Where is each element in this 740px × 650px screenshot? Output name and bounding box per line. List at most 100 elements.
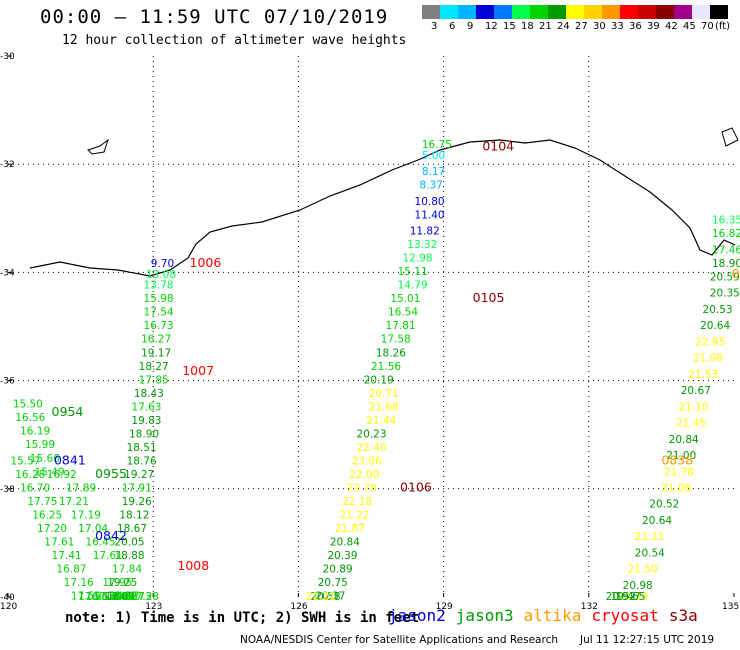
wave-height-value: 11.82 [410,226,440,238]
wave-height-value: 19.83 [131,415,161,427]
colorbar-swatch: 27 [566,5,588,32]
wave-height-value: 20.67 [681,385,711,397]
wave-height-value: 18.90 [712,258,740,270]
wave-height-value: 17.63 [131,401,161,413]
lat-tick-label: -32 [0,160,15,170]
island-east [721,127,739,147]
wave-height-value: 18.51 [127,442,157,454]
wave-height-value: 17.85 [139,374,169,386]
wave-height-value: 20.23 [356,428,386,440]
wave-height-value: 20.89 [323,564,353,576]
pass-time-label: 0105 [473,290,505,305]
wave-height-value: 22.40 [356,442,386,454]
wave-height-value: 19.26 [122,496,152,508]
wave-height-value: 21.53 [688,369,718,381]
wave-height-value: 18.76 [127,455,157,467]
colorbar-swatch: 42 [656,5,678,32]
wave-height-value: 16.56 [15,412,45,424]
wave-height-value: 18.43 [134,388,164,400]
colorbar-legend: 3 6 9 12 15 18 21 24 27 30 33 36 39 42 45 70 [422,5,728,32]
lat-tick-label: -38 [0,485,15,495]
wave-height-value: 13.08 [146,269,176,281]
wave-height-value: 20.64 [642,515,672,527]
legend-cryosat: cryosat [591,606,659,625]
pass-time-label: 0954 [52,404,84,419]
wave-height-value: 13.32 [407,239,437,251]
lon-tick-label: 126 [290,602,307,612]
pass-time-label: 0838 [661,452,693,467]
colorbar-swatch: 9 [458,5,476,32]
wave-height-value: 20.64 [700,320,730,332]
colorbar-swatch: 30 [584,5,606,32]
wave-height-value: 19.65 [615,591,645,603]
lat-tick-label: -34 [0,268,15,278]
wave-height-value: 20.35 [710,288,740,300]
wave-height-value: 15.66 [30,453,60,465]
wave-height-value: 21.08 [661,483,691,495]
footer-note: note: 1) Time is in UTC; 2) SWH is in fe… [65,610,420,626]
map-title: 00:00 — 11:59 UTC 07/10/2019 [40,6,389,28]
wave-height-value: 14.79 [398,280,428,292]
wave-height-value: 20.19 [364,374,394,386]
colorbar-label: 36 [629,21,642,32]
wave-height-value: 16.27 [114,591,144,603]
legend-s3a: s3a [668,606,698,625]
colorbar-swatch: 3 [422,5,440,32]
wave-height-value: 20.84 [330,537,360,549]
colorbar-swatch: 39 [638,5,660,32]
wave-height-value: 17.04 [78,523,108,535]
wave-height-value: 16.70 [20,483,50,495]
wave-height-value: 20.75 [318,577,348,589]
lat-tick-label: -36 [0,377,15,387]
wave-height-value: 20.53 [703,304,733,316]
wave-height-value: 21.10 [678,401,708,413]
wave-height-value: 20.37 [315,591,345,603]
generation-timestamp: Jul 11 12:27:15 UTC 2019 [580,634,715,646]
wave-height-value: 18.90 [129,428,159,440]
pass-time-label: 0104 [482,139,514,154]
colorbar-label: 18 [521,21,534,32]
wave-height-value: 16.73 [144,320,174,332]
lat-tick-label: -40 [0,593,15,603]
wave-height-value: 15.50 [13,399,43,411]
legend-jason3: jason3 [455,606,514,625]
wave-height-value: 16.54 [388,307,418,319]
wave-height-value: 21.00 [666,450,696,462]
colorbar-swatch: 15 [494,5,516,32]
wave-height-value: 21.45 [676,418,706,430]
wave-height-value: 17.61 [44,537,74,549]
wave-height-value: 21.68 [369,401,399,413]
colorbar-swatch: 6 [440,5,458,32]
wave-height-value: 18.26 [376,347,406,359]
satellite-legend: jason2 jason3 altika cryosat s3a [388,606,708,625]
colorbar-swatch: 70 [692,5,714,32]
wave-height-value: 17.41 [52,550,82,562]
wave-height-value: 16.25 [32,510,62,522]
wave-height-value: 16.87 [56,564,86,576]
colorbar-label: 6 [449,21,456,32]
wave-height-value: 17.81 [386,320,416,332]
wave-height-value: 21.44 [366,415,396,427]
wave-height-value: 5.00 [422,150,445,162]
wave-height-value: 9.70 [151,258,174,270]
colorbar-label: 30 [593,21,606,32]
colorbar-swatch: 12 [476,5,498,32]
pass-time-label: 1007 [182,363,214,378]
wave-height-value: 21.11 [635,531,665,543]
wave-height-value: 20.71 [369,388,399,400]
wave-height-value: 15.99 [25,439,55,451]
wave-height-value: 17.96 [78,591,108,603]
wave-height-value: 21.87 [335,523,365,535]
wave-height-value: 17.84 [112,564,142,576]
wave-height-value: 20.39 [327,550,357,562]
wave-height-value: 17.91 [122,483,152,495]
lon-tick-label: 132 [581,602,598,612]
track-s3a: 9.7013.0813.7815.9817.5416.7316.2719.171… [102,258,176,603]
wave-height-value: 19.47 [611,591,641,603]
pass-time-label: 0841 [54,452,86,467]
wave-height-value: 18.02 [107,591,137,603]
wave-height-value: 15.01 [390,293,420,305]
